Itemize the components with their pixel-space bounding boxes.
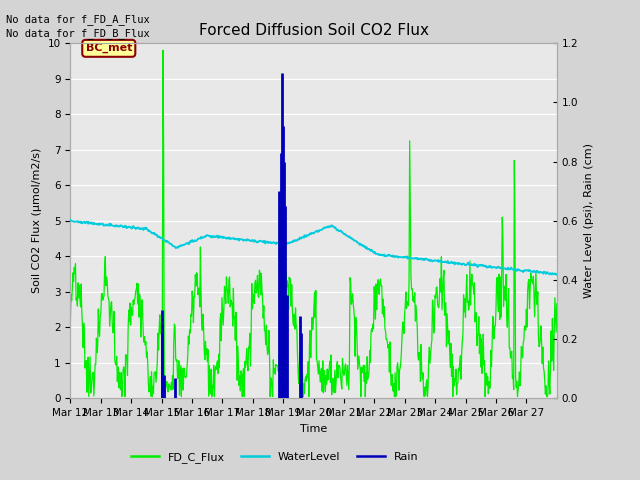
- Text: No data for f_FD_B_Flux: No data for f_FD_B_Flux: [6, 28, 150, 39]
- Y-axis label: Soil CO2 Flux (μmol/m2/s): Soil CO2 Flux (μmol/m2/s): [32, 148, 42, 293]
- Text: BC_met: BC_met: [86, 43, 132, 53]
- Text: No data for f_FD_A_Flux: No data for f_FD_A_Flux: [6, 13, 150, 24]
- Legend: FD_C_Flux, WaterLevel, Rain: FD_C_Flux, WaterLevel, Rain: [127, 448, 423, 468]
- Title: Forced Diffusion Soil CO2 Flux: Forced Diffusion Soil CO2 Flux: [198, 23, 429, 38]
- Y-axis label: Water Level (psi), Rain (cm): Water Level (psi), Rain (cm): [584, 144, 594, 298]
- X-axis label: Time: Time: [300, 424, 327, 433]
